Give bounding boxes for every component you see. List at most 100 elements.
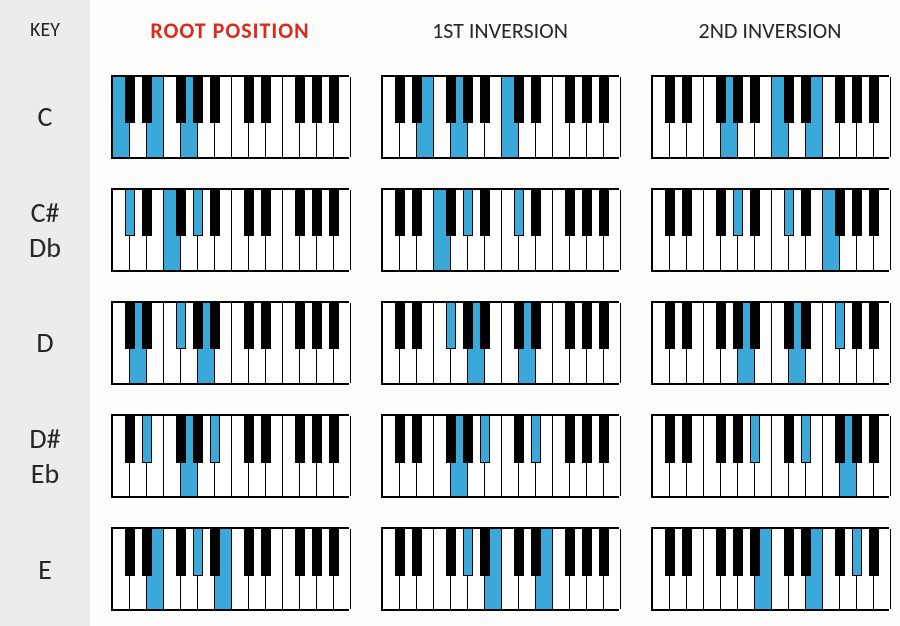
- black-key-1: [395, 416, 406, 462]
- black-key-1: [125, 303, 136, 349]
- keyboard: [381, 188, 619, 272]
- cell-1-root: [100, 173, 360, 286]
- black-key-1: [125, 77, 136, 123]
- black-key-4: [446, 190, 457, 236]
- black-key-13: [329, 190, 340, 236]
- black-key-2: [682, 529, 693, 575]
- black-key-11: [295, 303, 306, 349]
- black-key-6: [480, 190, 491, 236]
- cell-4-root: [100, 513, 360, 626]
- black-key-13: [599, 77, 610, 123]
- keyboard: [381, 301, 619, 385]
- black-key-9: [801, 416, 812, 462]
- black-key-11: [835, 529, 846, 575]
- black-key-12: [852, 416, 863, 462]
- key-label-3: D#Eb: [0, 400, 90, 513]
- black-key-6: [750, 77, 761, 123]
- black-key-4: [716, 416, 727, 462]
- black-key-8: [244, 77, 255, 123]
- black-key-11: [835, 77, 846, 123]
- black-key-8: [784, 190, 795, 236]
- black-key-13: [869, 529, 880, 575]
- black-key-11: [835, 416, 846, 462]
- black-key-2: [142, 190, 153, 236]
- black-key-5: [733, 77, 744, 123]
- key-label-line: C#: [31, 195, 60, 230]
- black-key-8: [514, 529, 525, 575]
- black-key-11: [565, 77, 576, 123]
- black-key-5: [193, 529, 204, 575]
- cell-0-inv1: [370, 60, 630, 173]
- black-key-5: [463, 190, 474, 236]
- black-key-13: [329, 529, 340, 575]
- black-key-5: [733, 416, 744, 462]
- black-key-8: [244, 416, 255, 462]
- black-key-5: [463, 77, 474, 123]
- black-key-1: [665, 416, 676, 462]
- black-key-1: [125, 416, 136, 462]
- cell-4-inv1: [370, 513, 630, 626]
- black-key-5: [193, 77, 204, 123]
- black-key-11: [565, 416, 576, 462]
- black-key-9: [801, 303, 812, 349]
- keyboard: [651, 188, 889, 272]
- black-key-12: [312, 303, 323, 349]
- black-key-5: [193, 416, 204, 462]
- cell-3-inv2: [640, 400, 900, 513]
- black-key-9: [261, 529, 272, 575]
- black-key-12: [852, 529, 863, 575]
- black-key-6: [210, 529, 221, 575]
- black-key-12: [582, 303, 593, 349]
- black-key-4: [176, 303, 187, 349]
- header-root: ROOT POSITION: [100, 0, 360, 60]
- black-key-12: [852, 190, 863, 236]
- black-key-2: [412, 416, 423, 462]
- keyboard: [651, 75, 889, 159]
- black-key-2: [682, 416, 693, 462]
- cell-2-inv1: [370, 286, 630, 399]
- cell-0-inv2: [640, 60, 900, 173]
- keyboard: [111, 75, 349, 159]
- black-key-6: [750, 416, 761, 462]
- black-key-11: [565, 529, 576, 575]
- black-key-11: [295, 529, 306, 575]
- black-key-4: [176, 77, 187, 123]
- cell-1-inv1: [370, 173, 630, 286]
- black-key-5: [193, 303, 204, 349]
- black-key-6: [210, 190, 221, 236]
- key-label-line: E: [38, 552, 52, 587]
- black-key-1: [395, 303, 406, 349]
- black-key-2: [682, 77, 693, 123]
- black-key-8: [514, 77, 525, 123]
- black-key-13: [869, 190, 880, 236]
- black-key-12: [312, 529, 323, 575]
- black-key-9: [531, 77, 542, 123]
- black-key-2: [142, 303, 153, 349]
- black-key-9: [531, 529, 542, 575]
- black-key-9: [801, 190, 812, 236]
- black-key-1: [395, 190, 406, 236]
- cell-2-root: [100, 286, 360, 399]
- black-key-6: [480, 77, 491, 123]
- black-key-13: [599, 303, 610, 349]
- black-key-11: [835, 303, 846, 349]
- header-key: KEY: [0, 0, 90, 60]
- black-key-8: [784, 416, 795, 462]
- black-key-1: [125, 529, 136, 575]
- keyboard: [111, 301, 349, 385]
- black-key-2: [412, 190, 423, 236]
- black-key-1: [395, 77, 406, 123]
- black-key-11: [565, 190, 576, 236]
- keyboard: [651, 301, 889, 385]
- black-key-1: [395, 529, 406, 575]
- black-key-13: [869, 416, 880, 462]
- cell-3-inv1: [370, 400, 630, 513]
- black-key-5: [463, 529, 474, 575]
- black-key-4: [716, 529, 727, 575]
- black-key-12: [312, 416, 323, 462]
- black-key-12: [852, 303, 863, 349]
- black-key-11: [295, 416, 306, 462]
- key-label-1: C#Db: [0, 173, 90, 286]
- cell-1-inv2: [640, 173, 900, 286]
- black-key-6: [750, 303, 761, 349]
